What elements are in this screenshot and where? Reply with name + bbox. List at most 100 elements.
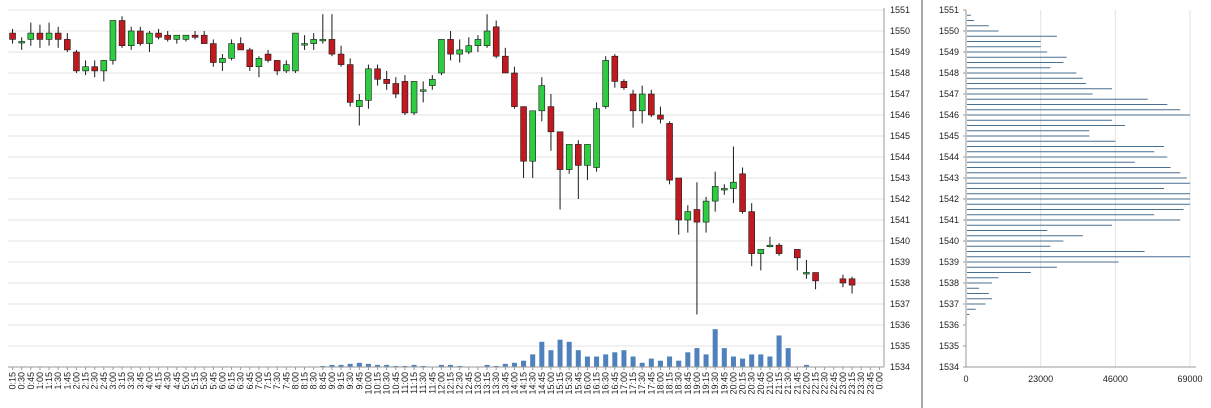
profile-bar [967,146,1165,147]
volume-bar [685,352,691,367]
profile-price-tick-label: 1541 [939,215,959,225]
candle-body-down [36,32,44,40]
price-tick-label: 1551 [890,5,910,15]
profile-bar [967,219,1181,221]
time-tick-label: 12:15 [446,372,456,395]
profile-bar [967,114,1190,116]
volume-bar [767,356,773,367]
candle-body-down [611,55,619,82]
profile-bar [967,56,1067,58]
profile-bar [967,135,1090,137]
profile-bar [967,14,971,16]
candle-body-down [693,209,701,223]
profile-bar [967,314,970,315]
time-tick-label: 19:00 [692,372,702,395]
profile-bar [967,182,1190,184]
time-tick-label: 4:45 [172,372,182,390]
time-tick-label: 20:30 [747,372,757,395]
volume-bar [584,356,590,367]
candle-body-down [839,278,847,284]
time-tick-label: 3:45 [135,372,145,390]
profile-price-tick-label: 1539 [939,257,959,267]
candle-body-up [127,30,135,46]
candle-body-down [374,68,381,80]
time-tick-label: 6:45 [245,372,255,390]
time-tick-label: 7:45 [281,372,291,390]
time-tick-label: 15:00 [546,372,556,395]
time-tick-label: 22:30 [820,372,830,395]
time-tick-label: 1:45 [62,372,72,390]
profile-bar [967,77,1083,79]
profile-bar [967,261,1119,263]
volume-tick-label: 46000 [1103,374,1128,384]
profile-bar [967,282,992,284]
profile-bar [967,240,1064,242]
time-tick-label: 2:30 [90,372,100,390]
time-tick-label: 16:30 [601,372,611,395]
volume-bar [365,363,371,367]
profile-bar [967,125,1126,126]
candle-body-up [429,79,436,86]
time-tick-label: 3:15 [117,372,127,390]
time-tick-label: 4:00 [144,372,154,390]
profile-price-tick-label: 1534 [939,362,959,372]
candle-body-up [45,32,53,40]
volume-bar [785,348,791,367]
candle-body-down [648,93,655,116]
volume-bar [347,363,353,367]
time-tick-label: 6:30 [236,372,246,390]
volume-bar [493,365,499,367]
candle-body-down [137,30,144,44]
volume-bar [703,354,709,367]
volume-bar [639,362,645,367]
candle-body-up [219,57,226,63]
time-tick-label: 0:45 [26,372,36,390]
profile-bar [967,119,1113,121]
time-tick-label: 13:45 [500,372,510,395]
price-tick-label: 1535 [890,341,910,351]
volume-bar [758,354,764,367]
time-tick-label: 12:45 [464,372,474,395]
time-tick-label: 2:45 [99,372,109,390]
candle-body-down [812,272,819,282]
profile-price-tick-label: 1549 [939,47,959,57]
volume-bar [438,364,444,367]
candle-body-down [447,39,454,55]
volume-bar [612,352,618,367]
time-tick-label: 3:00 [108,372,118,390]
profile-bar [967,41,1041,42]
candle-body-down [794,249,801,259]
time-tick-label: 14:45 [537,372,547,395]
price-tick-label: 1544 [890,152,910,162]
profile-bar [967,109,1181,111]
time-tick-label: 2:00 [71,372,81,390]
profile-price-tick-label: 1551 [939,5,959,15]
candle-body-up [757,249,765,254]
time-tick-label: 5:15 [190,372,200,390]
time-tick-label: 5:30 [199,372,209,390]
candle-body-down [73,51,80,72]
candle-body-up [255,57,263,67]
time-tick-label: 23:30 [856,372,866,395]
volume-bar [730,356,736,367]
candle-body-up [173,34,181,40]
candle-body-down [273,60,281,72]
volume-bar [420,365,426,367]
candle-body-up [419,89,427,92]
candle-body-up [365,68,372,101]
time-tick-label: 12:30 [455,372,465,395]
profile-bar [967,62,1064,63]
profile-bar [967,235,1083,237]
candle-body-down [337,53,345,65]
price-tick-label: 1538 [890,278,910,288]
candle-body-up [82,66,89,72]
candle-body-down [657,114,664,120]
candle-body-up [529,110,536,162]
time-tick-label: 17:45 [646,372,656,395]
time-tick-label: 20:15 [738,372,748,395]
candle-body-up [474,39,482,47]
volume-bar [375,364,381,367]
time-tick-label: 10:15 [373,372,383,395]
time-tick-label: 9:15 [336,372,346,390]
